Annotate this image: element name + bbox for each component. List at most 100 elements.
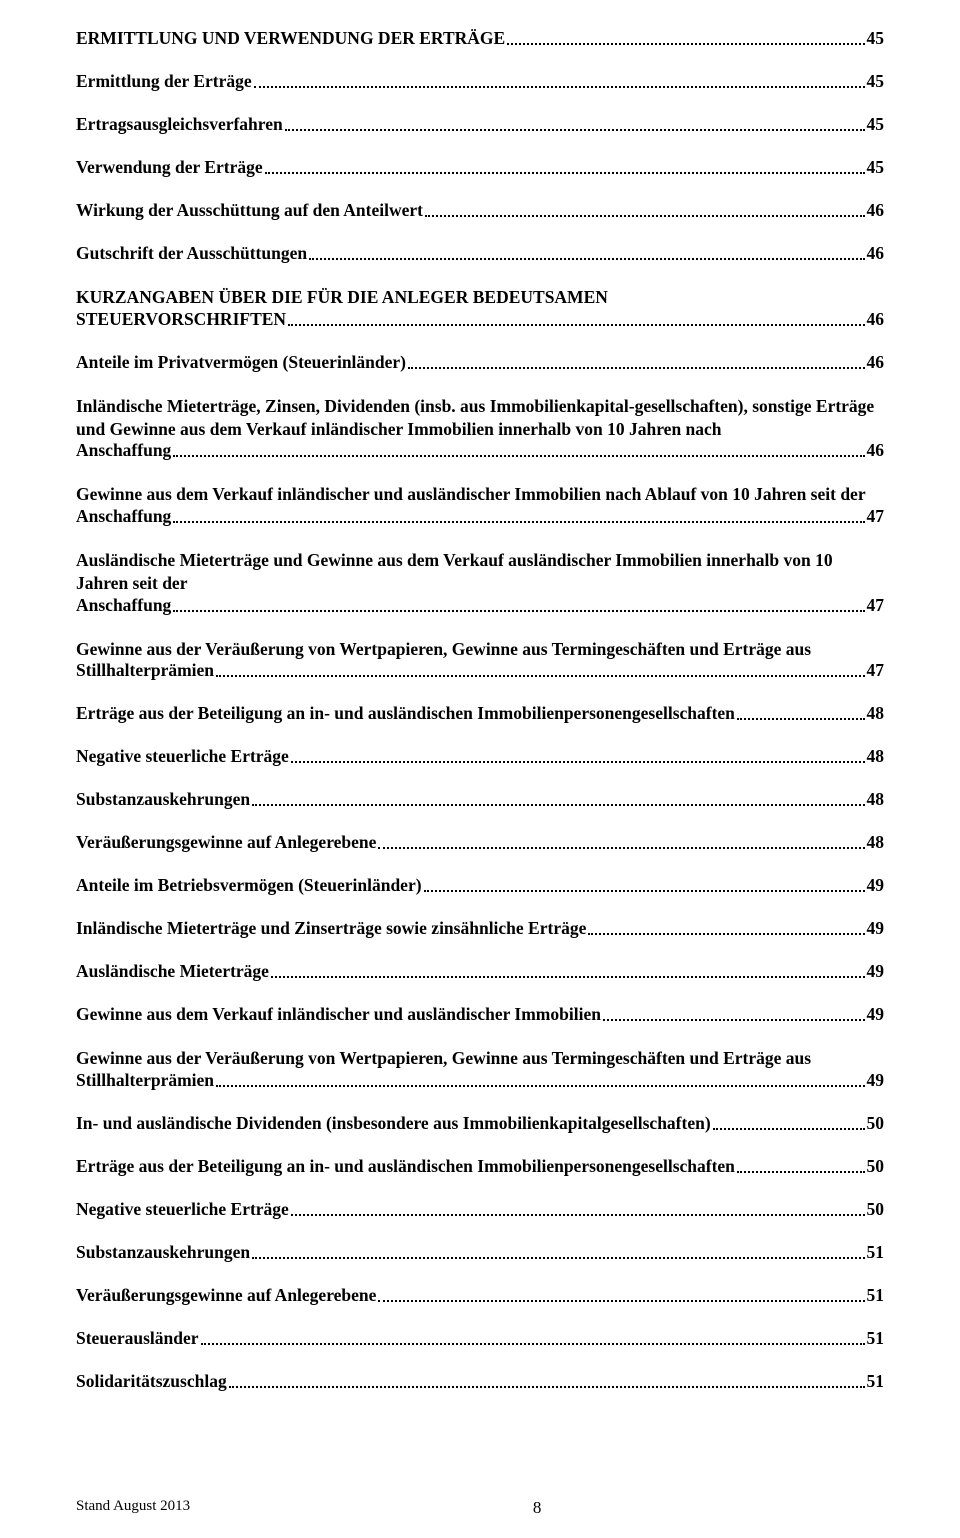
toc-title: Ausländische Mieterträge <box>76 961 269 982</box>
toc-page-number: 45 <box>867 114 885 135</box>
toc-dot-leader <box>737 1159 865 1173</box>
toc-entry: Ausländische Mieterträge und Gewinne aus… <box>76 549 884 616</box>
toc-page-number: 46 <box>867 200 885 221</box>
toc-page-number: 49 <box>867 918 885 939</box>
toc-row: Solidaritätszuschlag 51 <box>76 1371 884 1392</box>
toc-entry: Veräußerungsgewinne auf Anlegerebene 51 <box>76 1285 884 1306</box>
toc-page-number: 46 <box>867 309 885 330</box>
toc-title: Ertragsausgleichsverfahren <box>76 114 283 135</box>
toc-page-number: 48 <box>867 832 885 853</box>
toc-title: Veräußerungsgewinne auf Anlegerebene <box>76 1285 376 1306</box>
toc-page-number: 49 <box>867 1070 885 1091</box>
toc-row: Veräußerungsgewinne auf Anlegerebene 51 <box>76 1285 884 1306</box>
toc-entry: KURZANGABEN ÜBER DIE FÜR DIE ANLEGER BED… <box>76 286 884 330</box>
toc-entry: In- und ausländische Dividenden (insbeso… <box>76 1113 884 1134</box>
toc-page-number: 46 <box>867 243 885 264</box>
toc-row: Substanzauskehrungen 48 <box>76 789 884 810</box>
toc-row: Verwendung der Erträge 45 <box>76 157 884 178</box>
toc-title: Gewinne aus der Veräußerung von Wertpapi… <box>76 638 884 661</box>
toc-row: Anteile im Betriebsvermögen (Steuerinlän… <box>76 875 884 896</box>
toc-dot-leader <box>425 203 865 217</box>
toc-row: Inländische Mieterträge und Zinserträge … <box>76 918 884 939</box>
toc-dot-leader <box>737 706 865 720</box>
toc-page-number: 45 <box>867 71 885 92</box>
toc-page-number: 50 <box>867 1199 885 1220</box>
toc-entry: Gutschrift der Ausschüttungen 46 <box>76 243 884 264</box>
toc-title: Substanzauskehrungen <box>76 789 250 810</box>
toc-row: Negative steuerliche Erträge 50 <box>76 1199 884 1220</box>
toc-page-number: 48 <box>867 746 885 767</box>
toc-entry: Inländische Mieterträge und Zinserträge … <box>76 918 884 939</box>
toc-dot-leader <box>288 312 864 326</box>
toc-title: Inländische Mieterträge und Zinserträge … <box>76 918 586 939</box>
toc-dot-leader <box>254 74 865 88</box>
toc-dot-leader <box>201 1331 865 1345</box>
toc-title: Gewinne aus dem Verkauf inländischer und… <box>76 483 884 506</box>
toc-entry: Verwendung der Erträge 45 <box>76 157 884 178</box>
toc-dot-leader <box>216 663 864 677</box>
toc-row: STEUERVORSCHRIFTEN 46 <box>76 309 884 330</box>
toc-row: In- und ausländische Dividenden (insbeso… <box>76 1113 884 1134</box>
toc-page-number: 47 <box>867 595 885 616</box>
toc-entry: Inländische Mieterträge, Zinsen, Dividen… <box>76 395 884 462</box>
toc-page-number: 51 <box>867 1242 885 1263</box>
toc-row: Gewinne aus dem Verkauf inländischer und… <box>76 1004 884 1025</box>
toc-entry: Negative steuerliche Erträge 48 <box>76 746 884 767</box>
toc-dot-leader <box>378 835 864 849</box>
toc-dot-leader <box>173 509 864 523</box>
toc-title: Negative steuerliche Erträge <box>76 746 289 767</box>
toc-page-number: 49 <box>867 1004 885 1025</box>
toc-row: Substanzauskehrungen 51 <box>76 1242 884 1263</box>
toc-dot-leader <box>408 355 865 369</box>
toc-entry: Anteile im Betriebsvermögen (Steuerinlän… <box>76 875 884 896</box>
toc-title: Erträge aus der Beteiligung an in- und a… <box>76 1156 735 1177</box>
toc-row: Ertragsausgleichsverfahren 45 <box>76 114 884 135</box>
toc-page-number: 46 <box>867 352 885 373</box>
toc-title: Negative steuerliche Erträge <box>76 1199 289 1220</box>
toc-entry: Veräußerungsgewinne auf Anlegerebene 48 <box>76 832 884 853</box>
toc-row: Steuerausländer 51 <box>76 1328 884 1349</box>
toc-page-number: 51 <box>867 1285 885 1306</box>
toc-dot-leader <box>285 117 865 131</box>
toc-title: Anteile im Privatvermögen (Steuerinlände… <box>76 352 406 373</box>
toc-entry: Gewinne aus der Veräußerung von Wertpapi… <box>76 1047 884 1091</box>
page-footer: Stand August 2013 8 <box>76 1498 884 1518</box>
toc-row: Stillhalterprämien 47 <box>76 660 884 681</box>
toc-title: KURZANGABEN ÜBER DIE FÜR DIE ANLEGER BED… <box>76 286 884 309</box>
toc-row: ERMITTLUNG UND VERWENDUNG DER ERTRÄGE 45 <box>76 28 884 49</box>
toc-dot-leader <box>173 443 864 457</box>
toc-dot-leader <box>507 31 864 45</box>
toc-title: Substanzauskehrungen <box>76 1242 250 1263</box>
toc-dot-leader <box>173 597 864 611</box>
toc-dot-leader <box>424 878 865 892</box>
toc-title: Gewinne aus dem Verkauf inländischer und… <box>76 1004 601 1025</box>
toc-dot-leader <box>291 1202 865 1216</box>
toc-row: Veräußerungsgewinne auf Anlegerebene 48 <box>76 832 884 853</box>
toc-page-number: 51 <box>867 1371 885 1392</box>
toc-title: Ausländische Mieterträge und Gewinne aus… <box>76 549 884 595</box>
toc-entry: Gewinne aus dem Verkauf inländischer und… <box>76 483 884 527</box>
toc-page-number: 51 <box>867 1328 885 1349</box>
toc-title: Wirkung der Ausschüttung auf den Anteilw… <box>76 200 423 221</box>
toc-entry: Steuerausländer 51 <box>76 1328 884 1349</box>
toc-entry: Negative steuerliche Erträge 50 <box>76 1199 884 1220</box>
toc-entry: Erträge aus der Beteiligung an in- und a… <box>76 703 884 724</box>
toc-entry: Solidaritätszuschlag 51 <box>76 1371 884 1392</box>
toc-title: Verwendung der Erträge <box>76 157 263 178</box>
toc-entry: Ermittlung der Erträge 45 <box>76 71 884 92</box>
toc-entry: Substanzauskehrungen 48 <box>76 789 884 810</box>
toc-title: Solidaritätszuschlag <box>76 1371 227 1392</box>
toc-page-number: 48 <box>867 703 885 724</box>
toc-dot-leader <box>271 964 865 978</box>
toc-dot-leader <box>588 921 864 935</box>
footer-page-number: 8 <box>76 1498 884 1518</box>
toc-page-number: 48 <box>867 789 885 810</box>
toc-entry: Erträge aus der Beteiligung an in- und a… <box>76 1156 884 1177</box>
toc-page-number: 50 <box>867 1156 885 1177</box>
toc-row: Wirkung der Ausschüttung auf den Anteilw… <box>76 200 884 221</box>
toc-title-tail: STEUERVORSCHRIFTEN <box>76 309 286 330</box>
toc-entry: ERMITTLUNG UND VERWENDUNG DER ERTRÄGE 45 <box>76 28 884 49</box>
toc-dot-leader <box>713 1116 865 1130</box>
toc-page-number: 47 <box>867 506 885 527</box>
toc-page-number: 50 <box>867 1113 885 1134</box>
